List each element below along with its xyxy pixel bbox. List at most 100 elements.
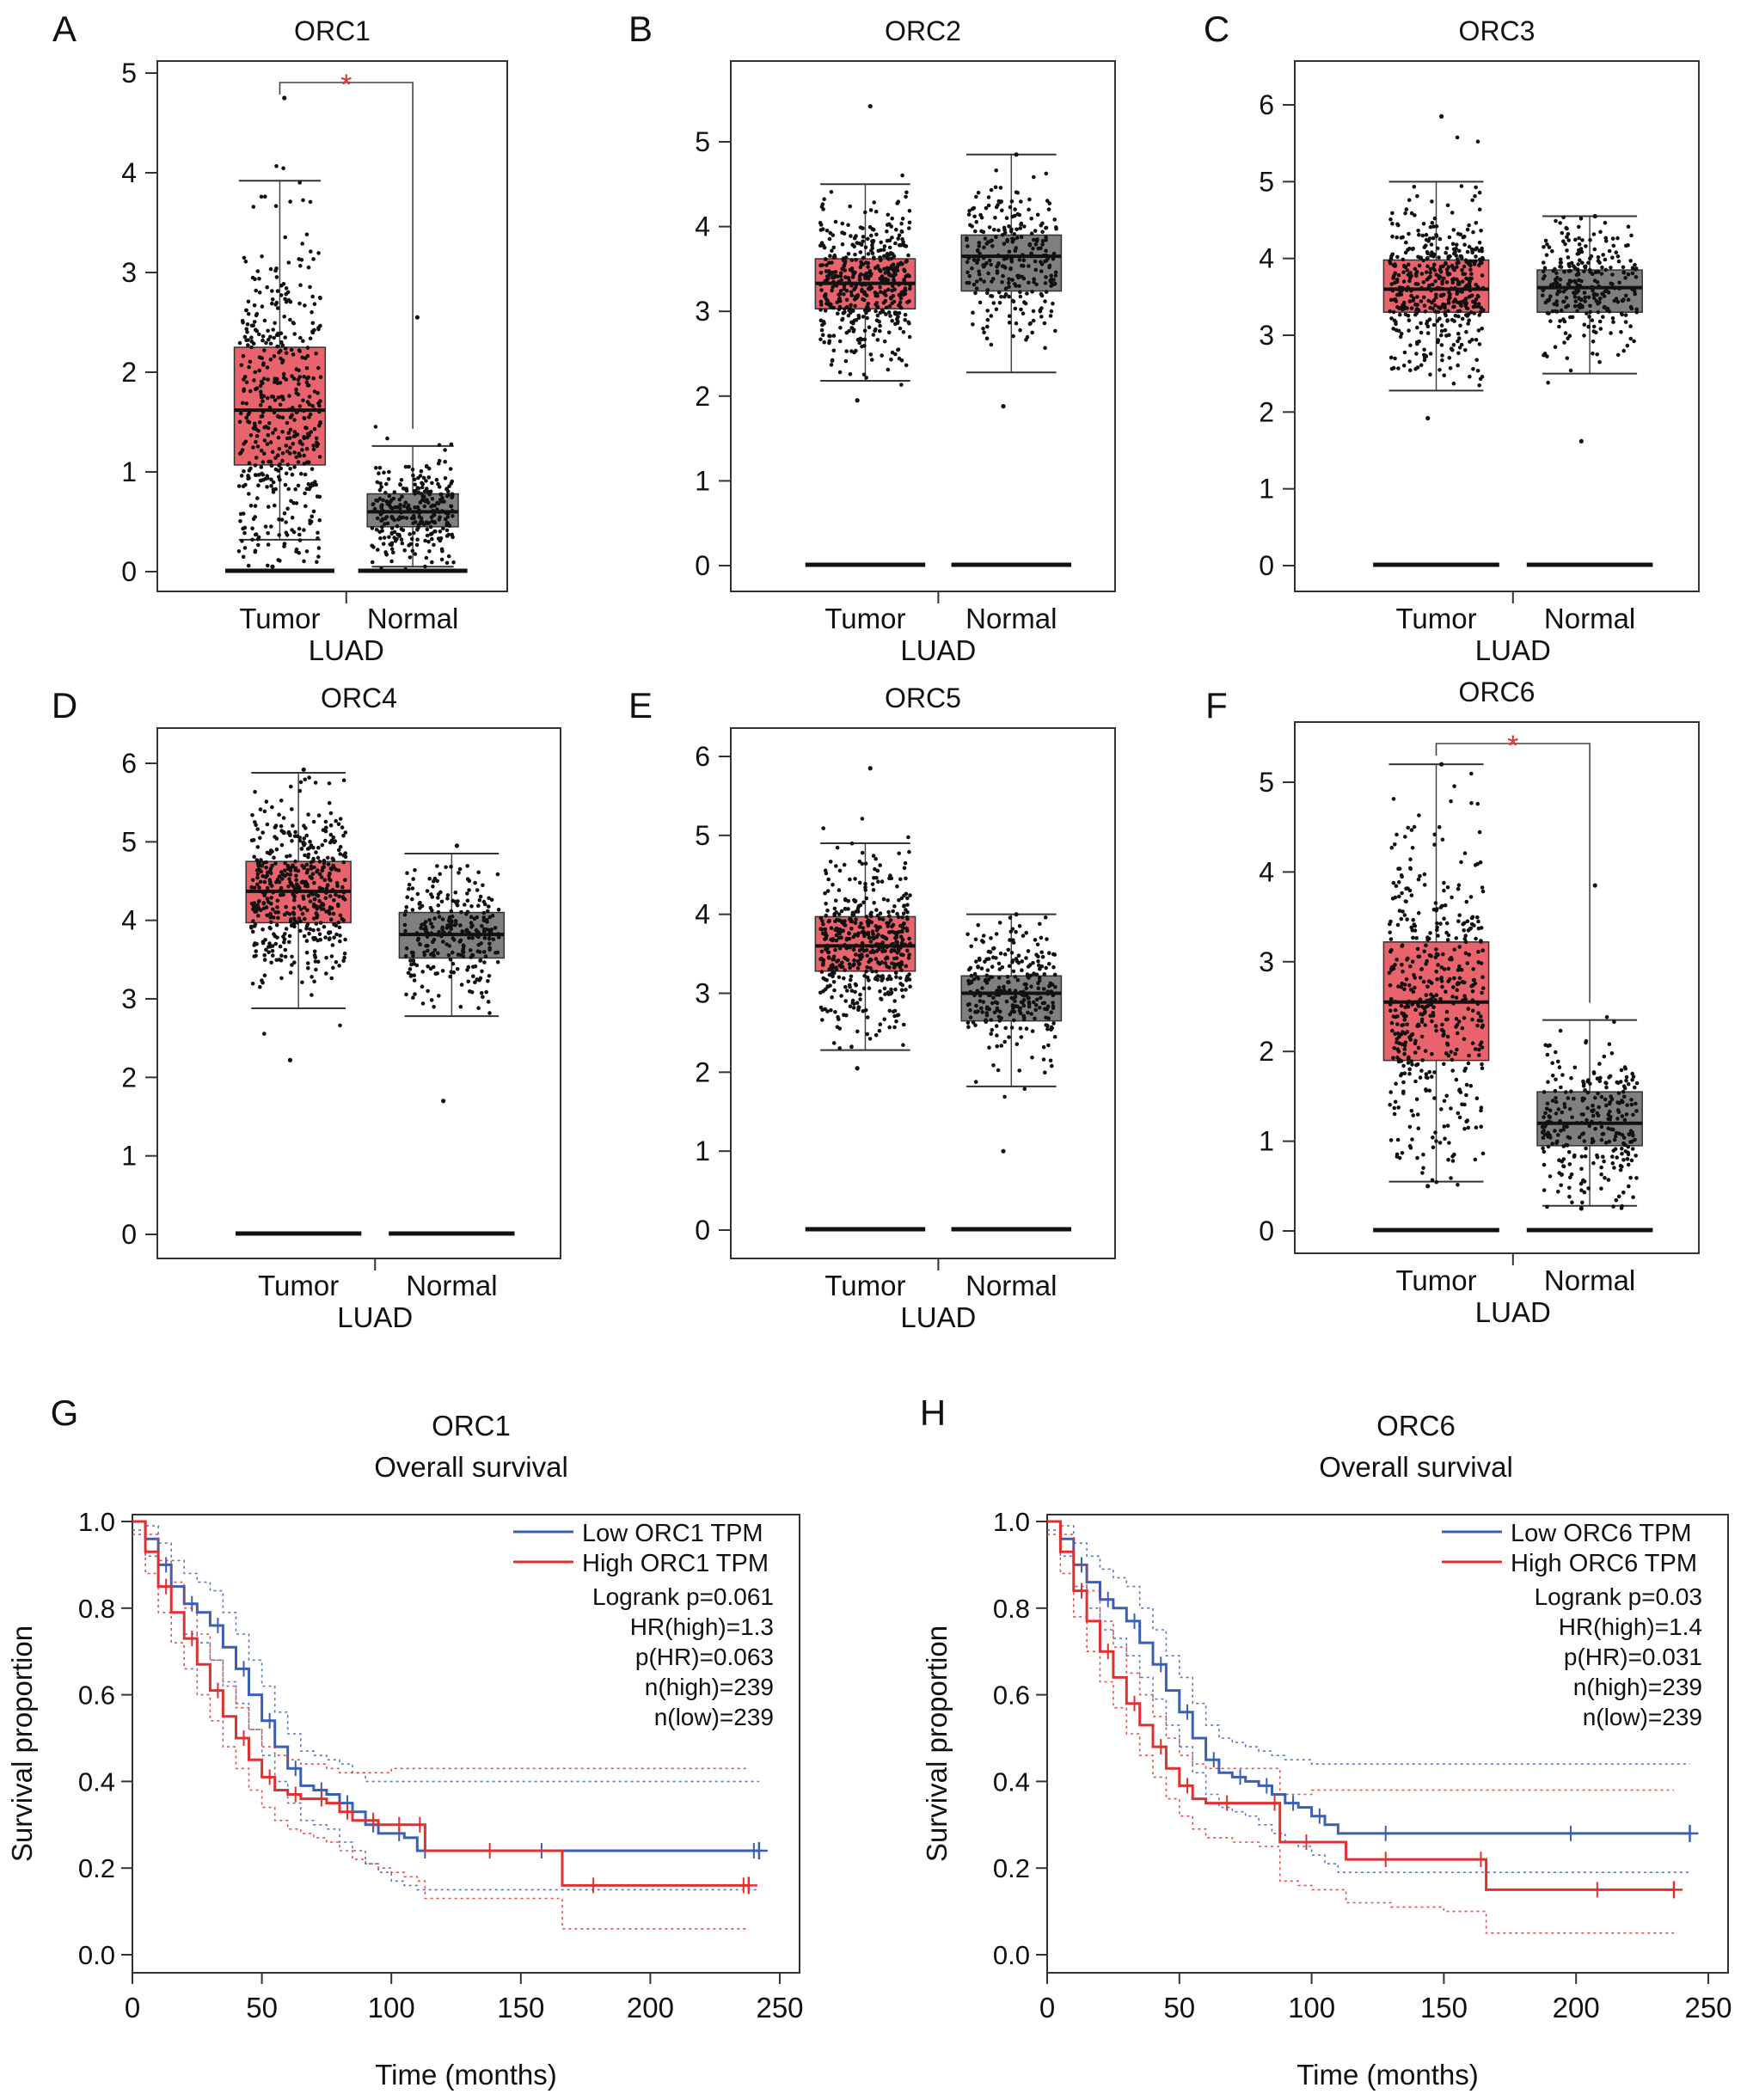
data-point: [860, 861, 865, 866]
data-point: [1421, 280, 1426, 285]
data-point: [264, 340, 268, 346]
data-point: [1459, 303, 1463, 309]
data-point: [266, 505, 271, 509]
data-point: [987, 1045, 991, 1050]
data-point: [466, 964, 471, 970]
data-point: [1014, 321, 1019, 326]
data-point: [1550, 1142, 1554, 1146]
data-point: [448, 958, 453, 962]
data-point: [838, 299, 843, 303]
data-point: [849, 303, 853, 308]
data-point: [427, 493, 432, 497]
data-point: [1616, 1194, 1621, 1199]
data-point: [1434, 970, 1438, 974]
data-point: [250, 537, 254, 542]
data-point: [1454, 995, 1459, 1000]
data-point: [279, 293, 284, 297]
data-point: [1449, 1176, 1453, 1180]
data-point: [1432, 216, 1437, 221]
data-point: [389, 559, 394, 564]
data-point: [1560, 230, 1565, 236]
data-point: [986, 957, 991, 961]
data-point: [243, 482, 248, 487]
data-point: [978, 999, 983, 1003]
data-point: [449, 909, 454, 914]
data-point: [331, 911, 336, 916]
data-point: [851, 321, 855, 326]
data-point: [1038, 967, 1042, 971]
data-point: [1582, 291, 1587, 295]
data-point: [296, 483, 301, 488]
data-point: [1548, 1115, 1553, 1120]
data-point: [403, 909, 408, 914]
data-point: [1026, 1010, 1030, 1015]
data-point: [1601, 1154, 1605, 1159]
data-point: [1041, 1057, 1046, 1062]
data-point: [1418, 873, 1422, 879]
data-point: [1553, 345, 1558, 350]
data-point: [381, 498, 385, 503]
data-point: [996, 961, 1002, 966]
data-point: [1425, 264, 1430, 269]
data-point: [848, 965, 852, 970]
data-point: [900, 915, 904, 920]
data-point: [1430, 1074, 1434, 1079]
data-point: [312, 979, 316, 984]
data-point: [249, 345, 254, 350]
data-point: [425, 889, 430, 893]
data-point: [1615, 1155, 1619, 1160]
data-point: [1405, 268, 1410, 272]
data-point: [1438, 265, 1444, 269]
data-point: [1421, 1152, 1425, 1157]
y-tick-label: 4: [695, 899, 710, 930]
data-point: [453, 919, 458, 923]
y-tick-label: 2: [1259, 1036, 1274, 1067]
data-point: [291, 377, 297, 381]
data-point: [861, 926, 866, 930]
data-point: [1415, 1024, 1419, 1028]
data-point: [307, 487, 312, 492]
data-point: [1462, 1037, 1467, 1041]
data-point: [274, 333, 279, 338]
data-point: [1474, 1125, 1479, 1130]
data-point: [1401, 257, 1406, 262]
data-point: [391, 550, 395, 555]
data-point: [294, 873, 298, 879]
data-point: [1609, 331, 1613, 335]
data-point: [1047, 951, 1051, 955]
data-point: [904, 190, 909, 195]
data-point: [1413, 213, 1417, 217]
significance-star: *: [340, 69, 352, 101]
data-point: [1570, 1200, 1574, 1205]
data-point: [886, 898, 890, 903]
data-point: [405, 871, 409, 875]
data-point: [900, 929, 904, 934]
data-point: [263, 194, 267, 199]
data-point: [1457, 1115, 1462, 1120]
data-point: [1009, 199, 1014, 204]
data-point: [1479, 1040, 1484, 1044]
data-point: [828, 304, 833, 309]
data-point: [1553, 1088, 1558, 1093]
x-category-label: Tumor: [258, 1270, 339, 1301]
data-point: [309, 249, 313, 254]
data-point: [1403, 211, 1407, 216]
legend-entry: Low ORC1 TPM: [582, 1520, 763, 1547]
data-point: [334, 932, 339, 937]
data-point: [275, 344, 279, 349]
data-point: [831, 980, 837, 984]
data-point: [313, 480, 317, 484]
data-point: [865, 1015, 870, 1019]
data-point: [1427, 283, 1431, 288]
data-point: [242, 334, 248, 340]
data-point: [333, 922, 337, 927]
data-point: [338, 934, 342, 938]
data-point: [297, 788, 303, 793]
data-point: [445, 923, 450, 928]
data-point: [1032, 279, 1036, 285]
data-point: [851, 934, 855, 940]
data-point: [1472, 923, 1476, 928]
data-point: [302, 462, 307, 466]
data-point: [1396, 328, 1401, 334]
data-point: [1466, 1007, 1471, 1011]
